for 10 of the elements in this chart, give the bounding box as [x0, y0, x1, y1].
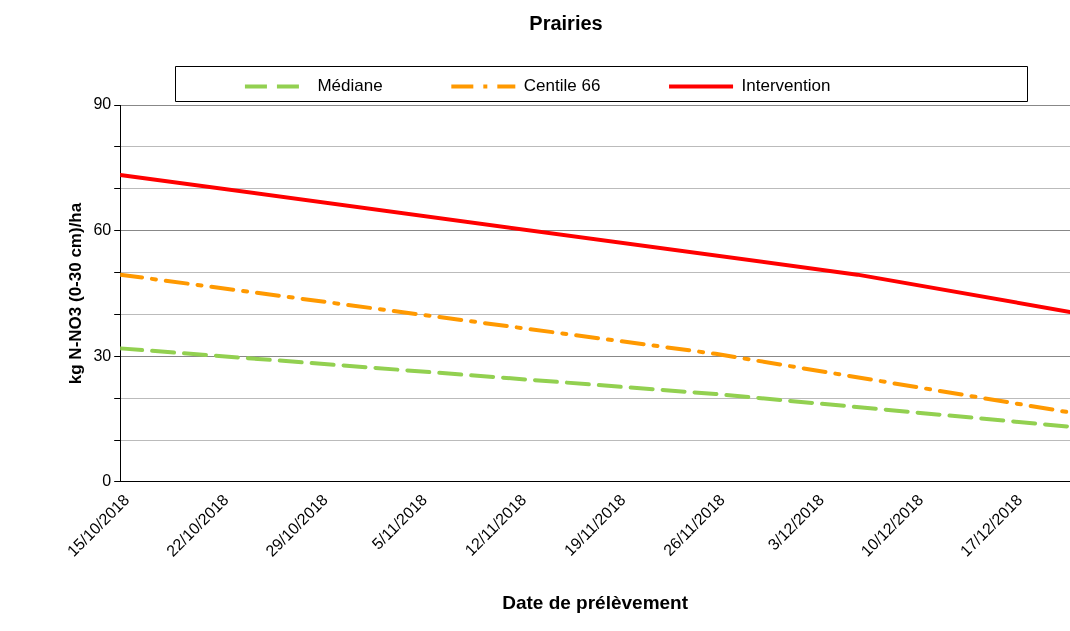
- chart-title: Prairies: [529, 11, 603, 34]
- y-tick-label: 30: [93, 346, 112, 364]
- y-tick-label: 90: [93, 95, 112, 113]
- y-axis-title: kg N-NO3 (0-30 cm)/ha: [65, 202, 85, 385]
- legend-label: Intervention: [741, 76, 888, 96]
- legend-label: Centile 66: [523, 76, 658, 96]
- y-tick-label: 0: [102, 472, 112, 490]
- y-tick-label: 60: [93, 221, 112, 239]
- x-axis-title: Date de prélèvement: [502, 591, 689, 613]
- legend-label: Médiane: [317, 76, 440, 96]
